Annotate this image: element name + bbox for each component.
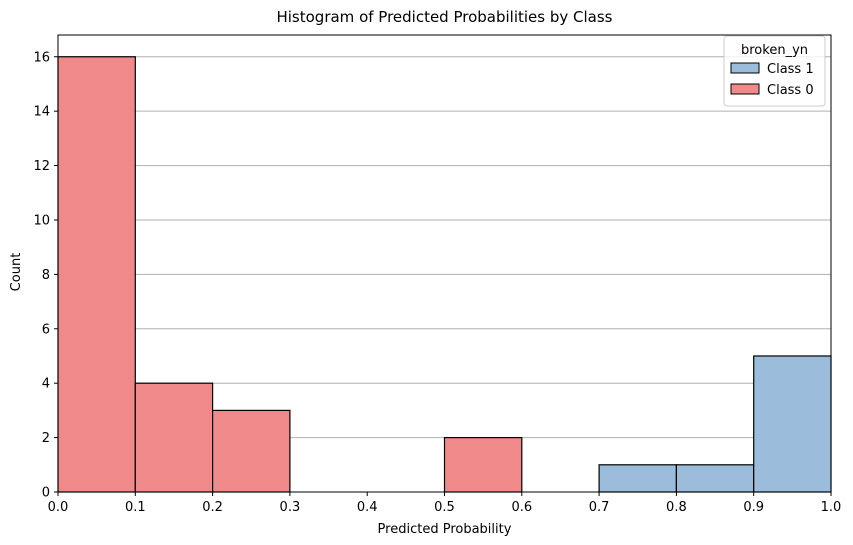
y-tick-label: 8 [42,268,50,283]
chart-title: Histogram of Predicted Probabilities by … [276,8,612,26]
y-tick-label: 16 [33,50,50,65]
x-tick-label: 0.3 [280,500,301,515]
x-tick-label: 0.6 [511,500,532,515]
x-axis-title: Predicted Probability [378,522,512,537]
x-tick-label: 0.1 [125,500,146,515]
bars [57,56,832,493]
y-tick-label: 6 [42,322,50,337]
plot-frame [57,34,832,493]
y-tick-label: 14 [33,105,50,120]
legend-title: broken_yn [741,43,808,58]
bar-class-1 [753,355,832,493]
bar-class-0 [212,409,291,493]
x-tick-label: 0.7 [589,500,610,515]
y-tick-label: 10 [33,213,50,228]
y-axis-title: Count [9,253,24,292]
legend-label-class-1: Class 1 [767,62,814,77]
axes: 0 2 4 6 8 10 12 14 16 0.0 0.1 0.2 0.3 0.4 0.5 0.6 0.7 0.8… [33,34,842,515]
x-tick-label: 0.0 [48,500,69,515]
bar-class-1 [598,464,677,493]
x-tick-label: 0.2 [202,500,223,515]
legend-swatch-class-1 [730,62,760,74]
x-tick-label: 0.4 [357,500,378,515]
legend: broken_yn Class 1 Class 0 [723,35,826,107]
y-tick-label: 12 [33,159,50,174]
x-tick-label: 1.0 [821,500,842,515]
x-tick-label: 0.9 [743,500,764,515]
gridlines [58,56,831,439]
bar-class-0 [57,56,136,493]
legend-swatch-class-0 [730,83,760,95]
bar-class-0 [134,382,214,493]
bar-class-1 [675,464,755,493]
x-tick-label: 0.5 [434,500,455,515]
y-tick-label: 2 [42,431,50,446]
y-tick-label: 0 [42,486,50,501]
x-tick-label: 0.8 [666,500,687,515]
legend-label-class-0: Class 0 [767,83,814,98]
bar-class-0 [443,436,523,493]
y-tick-label: 4 [42,377,50,392]
